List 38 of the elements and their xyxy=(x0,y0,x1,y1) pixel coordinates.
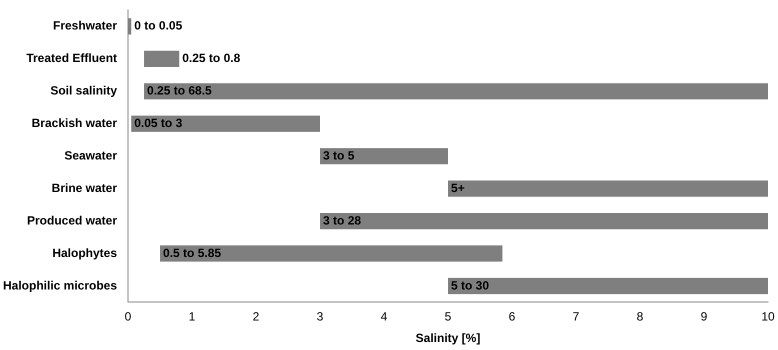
x-tick-label: 10 xyxy=(761,310,775,324)
bar xyxy=(144,83,768,100)
annotation: 0.25 to 68.5 xyxy=(147,84,212,98)
annotation: 0.5 to 5.85 xyxy=(163,246,222,260)
bar xyxy=(448,278,768,294)
y-tick-label: Seawater xyxy=(64,148,118,163)
x-tick-label: 1 xyxy=(188,310,196,324)
x-tick-label: 6 xyxy=(508,310,516,324)
y-tick-label: Halophytes xyxy=(52,246,118,260)
annotation: 5+ xyxy=(451,180,465,195)
x-tick-label: 4 xyxy=(380,310,388,324)
annotation: 3 to 28 xyxy=(323,213,362,228)
y-tick-label: Produced water xyxy=(27,213,118,228)
annotation: 0 to 0.05 xyxy=(134,18,183,33)
annotation: 0.25 to 0.8 xyxy=(182,51,241,66)
y-tick-label: Brine water xyxy=(52,180,118,195)
x-tick-label: 7 xyxy=(572,310,580,324)
y-tick-label: Brackish water xyxy=(32,116,118,130)
x-tick-label: 5 xyxy=(444,310,452,324)
bar xyxy=(131,116,320,132)
x-tick-label: 8 xyxy=(636,310,644,324)
x-axis-title: Salinity [%] xyxy=(416,331,480,346)
annotation: 3 to 5 xyxy=(323,148,355,163)
bar xyxy=(144,50,180,67)
y-tick-label: Soil salinity xyxy=(50,84,118,98)
x-tick-label: 0 xyxy=(124,310,132,324)
y-tick-label: Freshwater xyxy=(53,18,118,33)
x-tick-label: 2 xyxy=(252,310,260,324)
y-tick-label: Treated Effluent xyxy=(26,51,118,66)
bar xyxy=(160,245,502,262)
bar xyxy=(320,148,448,164)
x-tick-label: 3 xyxy=(316,310,324,324)
annotation: 0.05 to 3 xyxy=(134,116,183,130)
y-tick-label: Halophilic microbes xyxy=(3,278,118,292)
bar xyxy=(320,212,768,230)
bar xyxy=(448,180,768,197)
annotation: 5 to 30 xyxy=(451,278,490,292)
x-tick-label: 9 xyxy=(700,310,708,324)
